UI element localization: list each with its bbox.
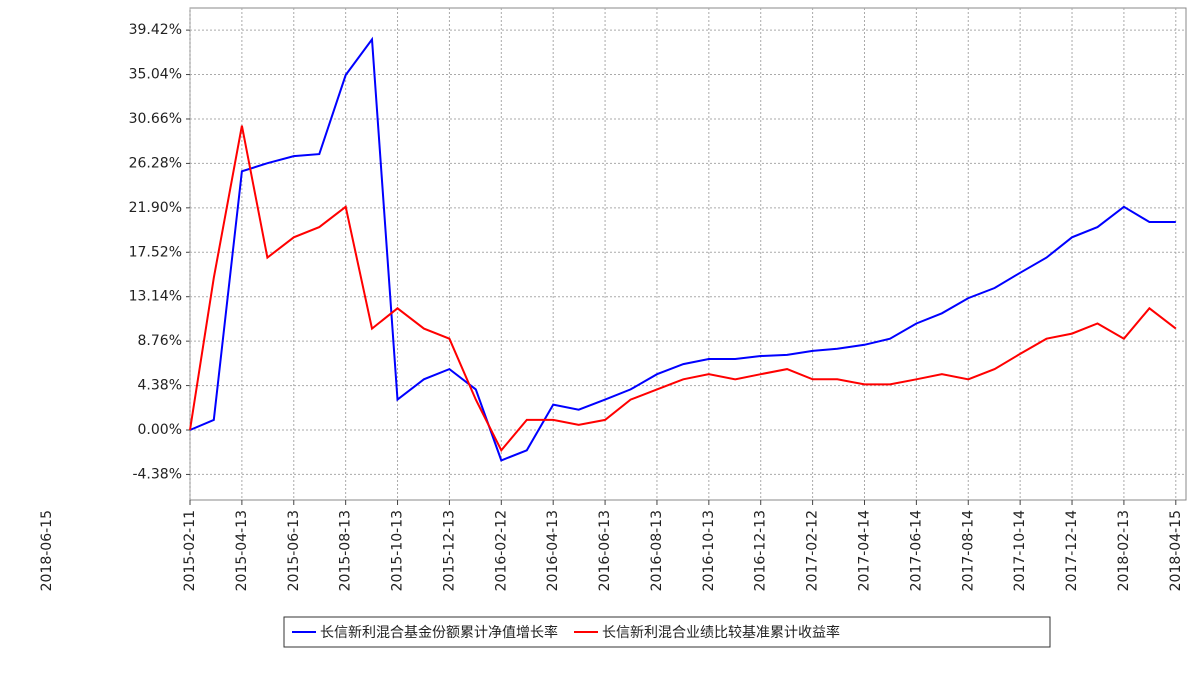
x-tick-label: 2016-02-12	[493, 510, 509, 591]
legend-label: 长信新利混合业绩比较基准累计收益率	[602, 624, 840, 641]
x-tick-label: 2016-10-13	[701, 510, 717, 591]
y-tick-label: 4.38%	[138, 378, 182, 394]
chart: -4.38% 0.00% 4.38% 8.76% 13.14% 17.52% 21.90% 2…	[0, 0, 1194, 675]
x-tick-label: 2018-04-15	[1168, 510, 1184, 591]
series-line	[190, 39, 1176, 460]
x-tick-label: 2015-02-11	[182, 510, 198, 591]
stray-label: 2018-06-15	[39, 510, 55, 591]
x-tick-label: 2017-10-14	[1012, 510, 1028, 591]
series-line	[190, 126, 1176, 451]
x-tick-label: 2016-06-13	[597, 510, 613, 591]
x-tick-label: 2016-04-13	[545, 510, 561, 591]
x-tick-label: 2018-02-13	[1116, 510, 1132, 591]
y-tick-label: 13.14%	[129, 289, 182, 305]
x-tick-label: 2016-08-13	[649, 510, 665, 591]
y-tick-label: 30.66%	[129, 111, 182, 127]
x-tick-label: 2017-06-14	[908, 510, 924, 591]
x-tick-label: 2015-10-13	[390, 510, 406, 591]
y-tick-label: 35.04%	[129, 67, 182, 83]
y-tick-label: 8.76%	[138, 333, 182, 349]
page: -4.38% 0.00% 4.38% 8.76% 13.14% 17.52% 21.90% 2…	[0, 0, 1194, 675]
legend-label: 长信新利混合基金份额累计净值增长率	[320, 624, 558, 641]
x-tick-label: 2015-04-13	[234, 510, 250, 591]
x-tick-label: 2017-08-14	[960, 510, 976, 591]
y-tick-label: 17.52%	[129, 244, 182, 260]
plot-frame	[190, 8, 1186, 500]
y-tick-label: -4.38%	[132, 466, 182, 482]
y-tick-label: 0.00%	[138, 422, 182, 438]
y-tick-label: 21.90%	[129, 200, 182, 216]
x-tick-label: 2015-08-13	[338, 510, 354, 591]
x-tick-label: 2015-06-13	[286, 510, 302, 591]
y-tick-label: 39.42%	[129, 22, 182, 38]
x-tick-label: 2015-12-13	[441, 510, 457, 591]
x-tick-label: 2017-04-14	[856, 510, 872, 591]
x-tick-label: 2016-12-13	[753, 510, 769, 591]
y-tick-label: 26.28%	[129, 155, 182, 171]
x-tick-label: 2017-02-12	[805, 510, 821, 591]
x-tick-label: 2017-12-14	[1064, 510, 1080, 591]
